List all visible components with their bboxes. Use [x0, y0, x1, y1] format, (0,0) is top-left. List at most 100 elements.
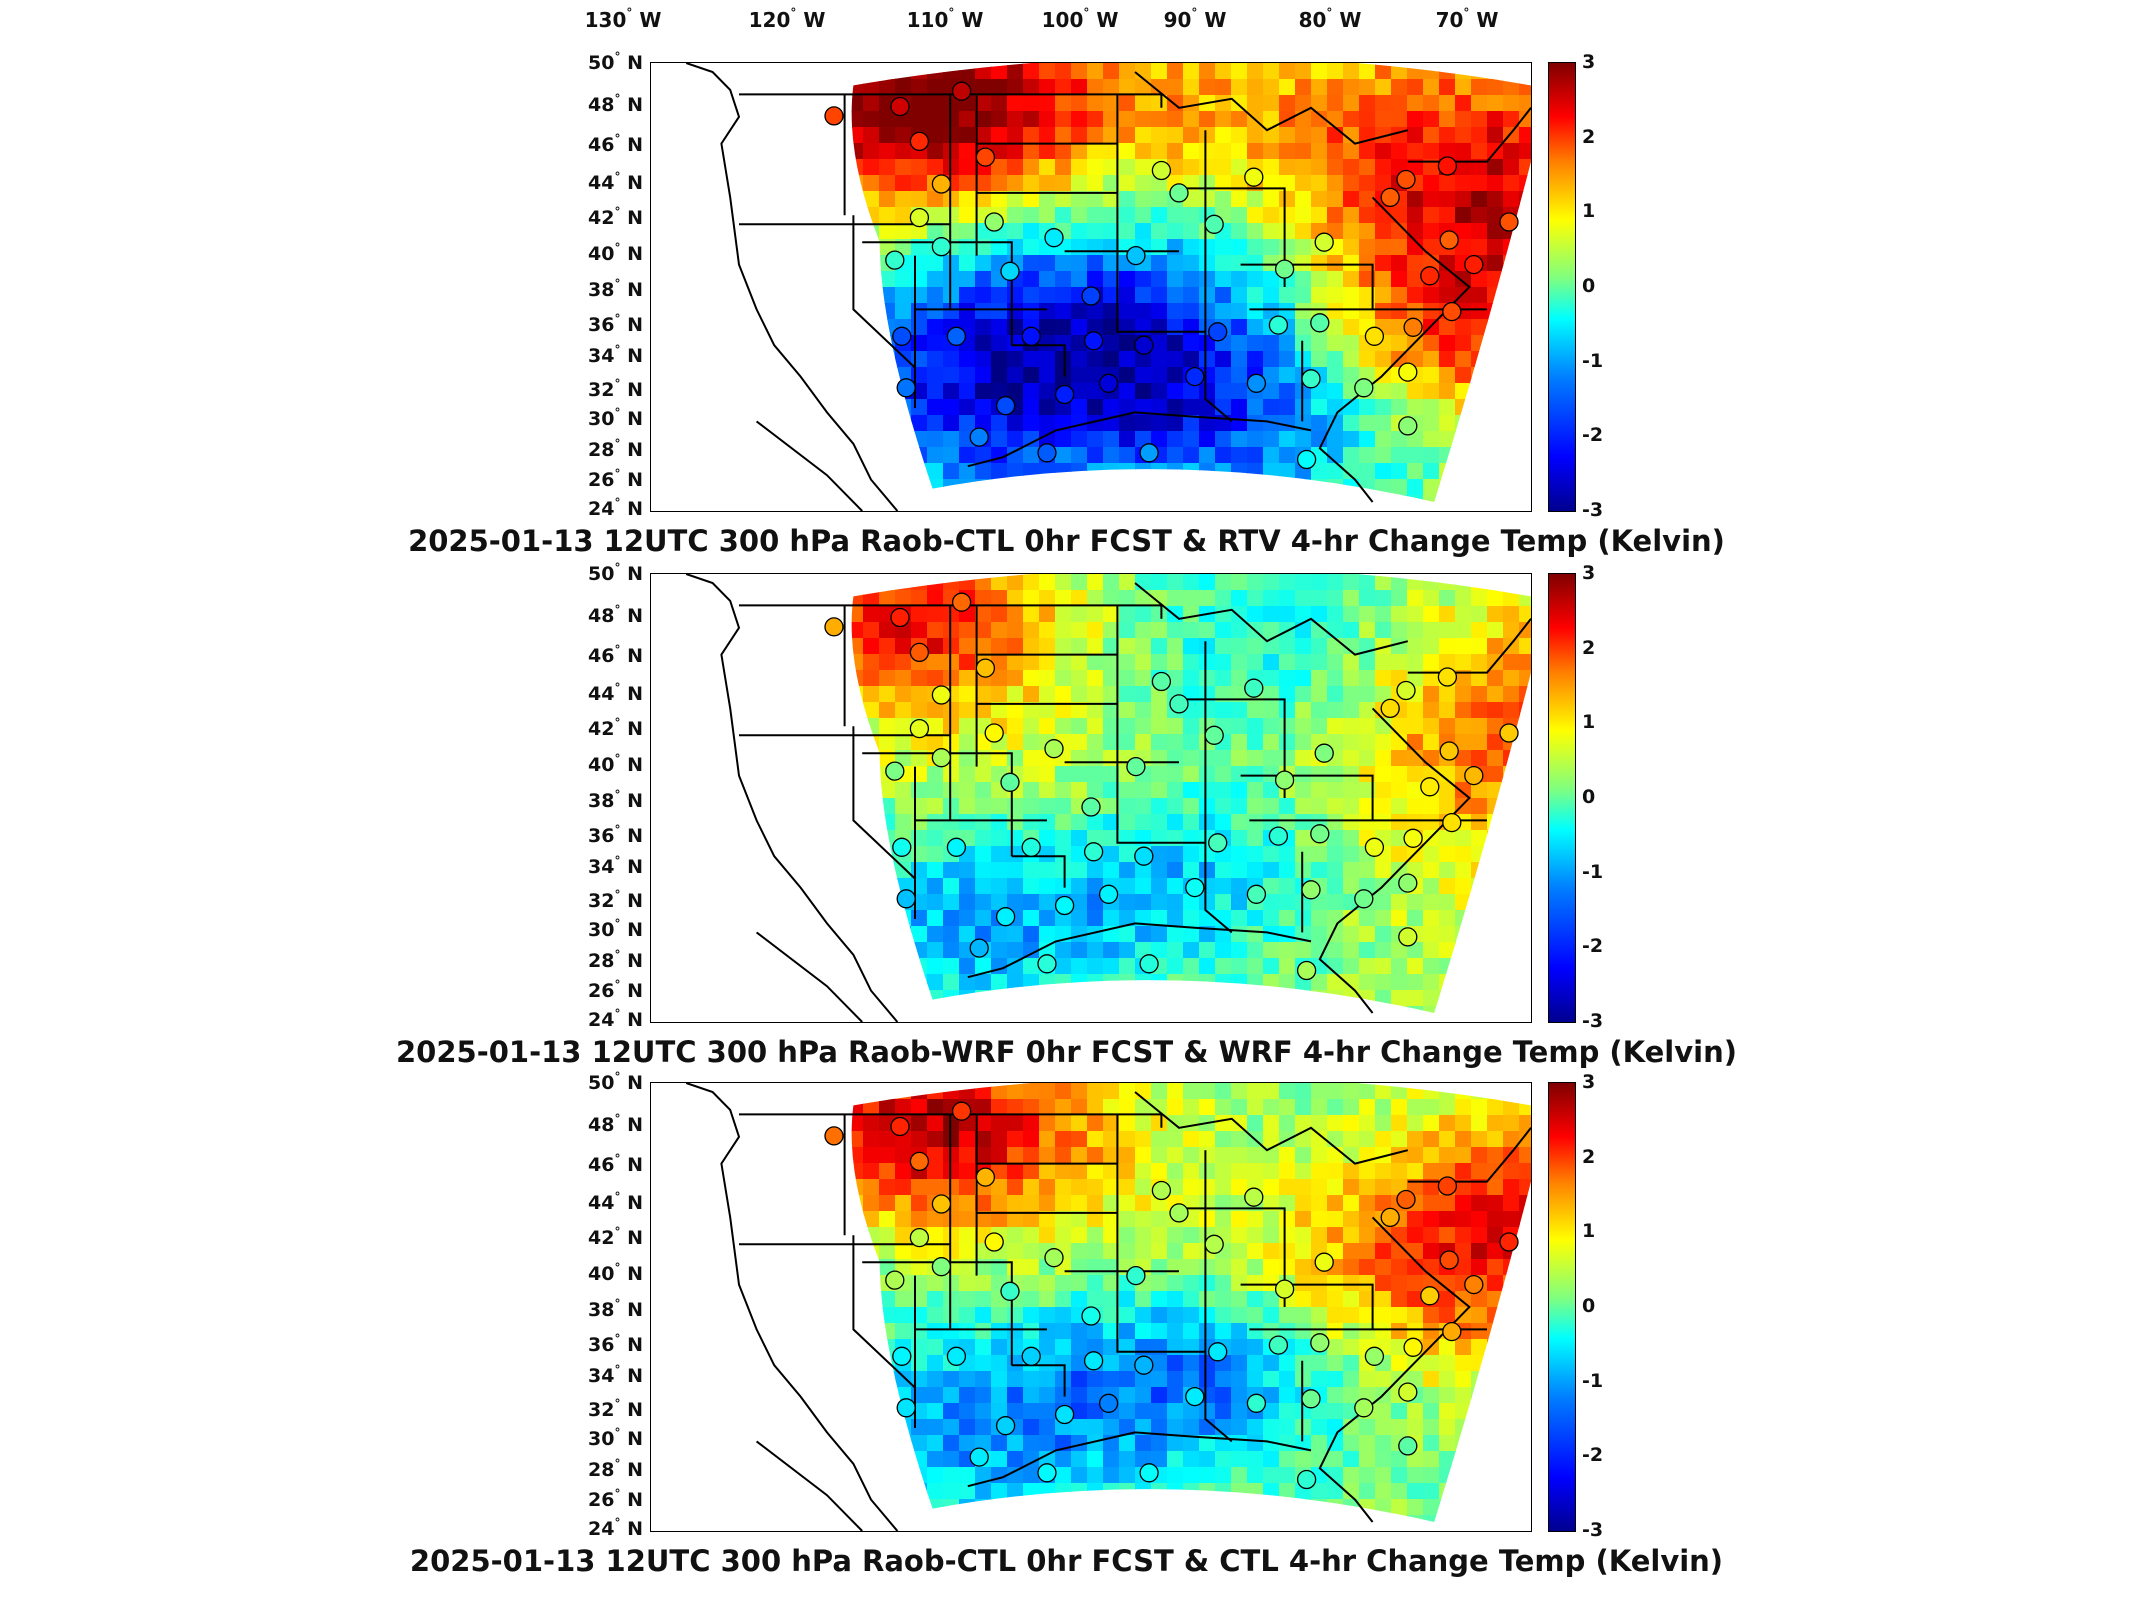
raob-station-marker — [1296, 960, 1317, 981]
raob-station-marker — [946, 1346, 967, 1366]
raob-station-marker — [1204, 1234, 1224, 1254]
temperature-field — [851, 63, 1531, 503]
raob-station-marker — [1139, 443, 1159, 463]
lat-label: 38° N — [588, 788, 643, 812]
lon-label: 80° W — [1298, 6, 1362, 32]
boundary-line — [862, 1261, 1013, 1366]
raob-station-marker — [909, 642, 930, 663]
colorbar-tick-label: 3 — [1582, 562, 1596, 584]
temperature-field — [851, 574, 1531, 1014]
raob-station-marker — [1000, 261, 1020, 281]
raob-station-marker — [1499, 1232, 1519, 1252]
temperature-map — [650, 62, 1532, 512]
raob-station-marker — [824, 617, 844, 637]
raob-station-marker — [1442, 1321, 1462, 1342]
lat-label: 42° N — [588, 205, 643, 229]
raob-station-marker — [984, 723, 1004, 743]
raob-station-marker — [1208, 833, 1228, 853]
raob-station-marker — [1464, 765, 1484, 786]
raob-station-marker — [1246, 373, 1267, 393]
raob-station-marker — [892, 326, 912, 346]
raob-station-marker — [1398, 416, 1418, 436]
lat-label: 24° N — [588, 1516, 643, 1540]
lat-label: 32° N — [588, 888, 643, 912]
temperature-field — [851, 1083, 1531, 1523]
raob-station-marker — [1208, 322, 1228, 342]
raob-station-marker — [1396, 169, 1416, 190]
raob-station-marker — [1314, 1252, 1334, 1272]
raob-station-marker — [1081, 1306, 1101, 1326]
lat-label: 34° N — [588, 1363, 643, 1387]
colorbar-tick-label: 3 — [1582, 51, 1596, 73]
colorbar-tick-label: 0 — [1582, 786, 1596, 808]
raob-station-marker — [1403, 1337, 1423, 1357]
raob-station-marker — [1396, 1189, 1416, 1210]
lat-label: 36° N — [588, 1332, 643, 1356]
raob-station-marker — [1044, 739, 1064, 759]
raob-station-marker — [1081, 797, 1101, 817]
raob-station-marker — [1169, 1203, 1189, 1223]
lat-label: 42° N — [588, 1225, 643, 1249]
raob-station-marker — [909, 1151, 930, 1172]
raob-station-marker — [1185, 366, 1205, 387]
raob-station-marker — [1437, 667, 1458, 687]
boundary-line — [1204, 1150, 1233, 1443]
raob-station-marker — [896, 889, 916, 909]
raob-station-marker — [1398, 1382, 1418, 1402]
raob-station-marker — [909, 131, 930, 152]
raob-station-marker — [951, 1101, 972, 1121]
boundary-line — [967, 411, 1312, 468]
raob-station-marker — [1126, 245, 1146, 266]
raob-station-marker — [1268, 826, 1289, 846]
colorbar-tick-label: 1 — [1582, 1220, 1596, 1243]
lat-label: 44° N — [588, 170, 643, 194]
raob-station-marker — [1364, 837, 1385, 857]
raob-station-marker — [892, 837, 912, 857]
boundary-line — [967, 922, 1312, 979]
map-canvas — [685, 63, 1531, 511]
raob-station-marker — [1274, 259, 1295, 279]
raob-station-marker — [931, 685, 952, 705]
raob-station-marker — [1437, 1176, 1458, 1196]
raob-station-marker — [824, 106, 844, 126]
raob-station-marker — [1021, 837, 1041, 857]
raob-station-marker — [1037, 1463, 1057, 1483]
raob-station-marker — [1464, 254, 1484, 275]
colorbar-tick-label: -2 — [1582, 935, 1604, 958]
boundary-line — [852, 726, 916, 880]
lon-label: 110° W — [906, 6, 984, 32]
lat-label: 40° N — [588, 752, 643, 776]
raob-station-marker — [1151, 160, 1172, 181]
raob-station-marker — [890, 1116, 910, 1137]
colorbar-tick-label: -1 — [1582, 1369, 1604, 1392]
raob-station-marker — [1314, 232, 1334, 252]
colorbar-tick-label: -3 — [1582, 1010, 1604, 1032]
raob-station-marker — [984, 212, 1004, 232]
lat-label: 40° N — [588, 241, 643, 265]
raob-station-marker — [931, 174, 952, 194]
raob-station-marker — [1204, 214, 1224, 234]
lat-label: 38° N — [588, 1297, 643, 1321]
raob-station-marker — [1420, 777, 1440, 797]
raob-station-marker — [1442, 301, 1462, 322]
raob-station-marker — [1000, 1281, 1020, 1301]
colorbar — [1548, 573, 1576, 1023]
raob-station-marker — [969, 938, 989, 958]
raob-station-marker — [1274, 770, 1295, 790]
raob-station-marker — [984, 1232, 1004, 1252]
boundary-line — [1134, 582, 1409, 656]
boundary-line — [685, 574, 899, 1022]
colorbar-tick-label: 2 — [1582, 636, 1596, 659]
raob-station-marker — [885, 250, 905, 270]
raob-station-marker — [1037, 443, 1057, 463]
lat-label: 44° N — [588, 1190, 643, 1214]
raob-station-marker — [1204, 725, 1224, 745]
raob-station-marker — [909, 718, 930, 739]
lat-label: 32° N — [588, 1397, 643, 1421]
raob-station-marker — [1398, 1436, 1418, 1456]
raob-station-marker — [1098, 373, 1119, 393]
raob-station-marker — [1244, 678, 1264, 698]
lon-label: 120° W — [748, 6, 826, 32]
lat-label: 38° N — [588, 277, 643, 301]
raob-station-marker — [890, 96, 910, 117]
